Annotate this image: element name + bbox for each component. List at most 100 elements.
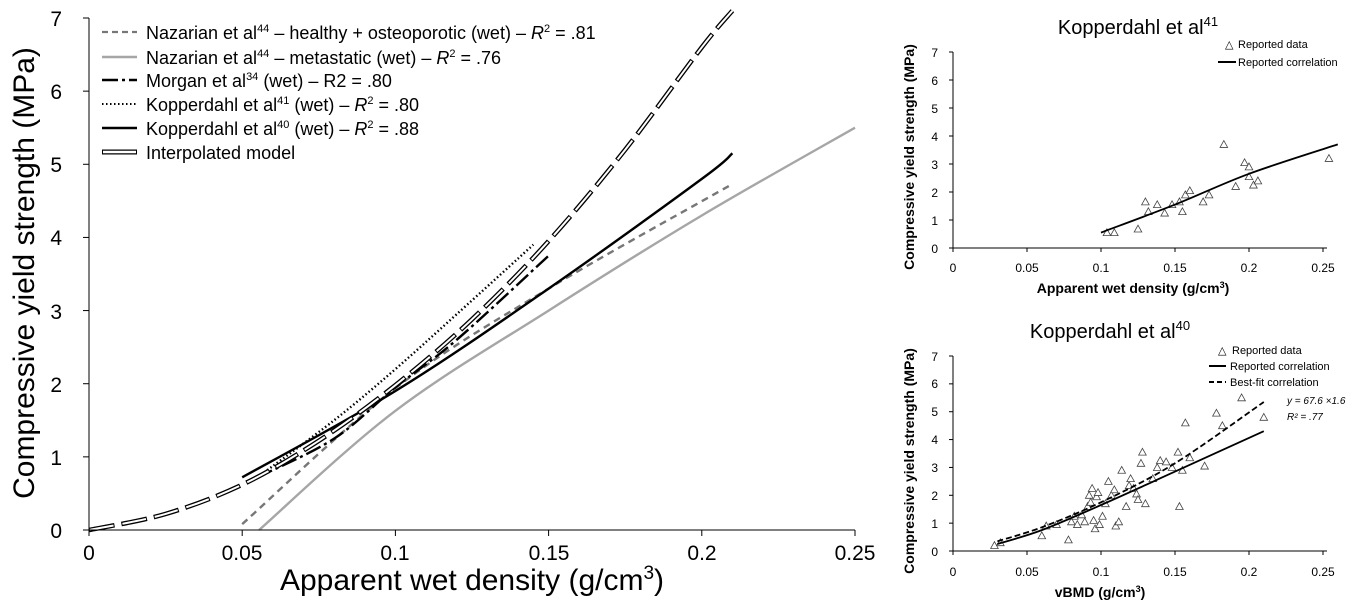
legend-label: Nazarian et al44 – healthy + osteoporoti… [146, 23, 596, 43]
chart-title: Kopperdahl et al40 [1030, 318, 1190, 343]
series-line-kopperdahl-41 [256, 243, 535, 479]
series-line-kopperdahl-40 [241, 152, 734, 479]
data-point [1133, 494, 1143, 503]
reported-correlation-line [1100, 143, 1339, 234]
tr-y-tick: 0 [931, 242, 938, 256]
legend-label: Morgan et al34 (wet) – R2 = .80 [146, 71, 392, 91]
legend-label: Reported data [1238, 39, 1309, 51]
main-y-tick: 5 [50, 154, 62, 177]
data-point [1037, 531, 1047, 540]
main-y-axis-label: Compressive yield strength (MPa) [8, 47, 41, 499]
main-x-tick: 0.15 [529, 542, 570, 565]
main-x-tick: 0 [83, 542, 95, 565]
legend-label: Reported correlation [1230, 361, 1330, 373]
series-line-nazarian-healthy [241, 182, 733, 525]
data-point [1086, 497, 1096, 506]
data-point [1109, 227, 1119, 237]
main-legend: Nazarian et al44 – healthy + osteoporoti… [102, 23, 596, 163]
data-point [1137, 447, 1147, 456]
data-point [1240, 157, 1250, 167]
br-legend: △ Reported data Reported correlation Bes… [1209, 345, 1346, 423]
data-point [1080, 517, 1090, 526]
br-y-tick: 5 [931, 405, 938, 419]
data-point [1160, 208, 1170, 217]
main-tick-marks [83, 17, 856, 536]
legend-triangle-marker: △ [1225, 39, 1234, 51]
data-point [1167, 462, 1177, 471]
data-point [1185, 185, 1195, 195]
br-plot-area [989, 393, 1269, 549]
tr-y-axis-label: Compressive yield strength (MPa) [901, 44, 917, 270]
data-point [1089, 515, 1099, 524]
data-point [1136, 458, 1146, 467]
data-point [1155, 455, 1165, 464]
data-point [1066, 517, 1076, 526]
tr-y-tick: 1 [931, 214, 938, 228]
chart-title: Kopperdahl et al41 [1058, 14, 1218, 39]
data-point [1174, 501, 1184, 510]
data-point [1090, 524, 1100, 533]
data-point [1121, 501, 1131, 510]
data-point [1152, 199, 1162, 209]
br-tick-marks [949, 355, 1324, 555]
br-x-tick: 0.2 [1241, 565, 1258, 579]
data-point [1200, 461, 1210, 470]
br-x-tick: 0.25 [1311, 565, 1335, 579]
data-point [1140, 197, 1150, 206]
main-plot-area [88, 9, 856, 533]
tr-x-tick: 0.15 [1163, 261, 1187, 275]
data-point [1114, 517, 1124, 526]
bestfit-r2: R² = .77 [1287, 412, 1323, 423]
br-y-tick: 2 [931, 489, 938, 503]
legend-label: Nazarian et al44 – metastatic (wet) – R2… [146, 48, 501, 68]
data-point [1244, 162, 1254, 171]
main-y-tick: 4 [50, 227, 62, 250]
data-point [1111, 521, 1121, 530]
kopperdahl-41-chart: Kopperdahl et al41 0 1 2 3 4 5 6 7 0 0.0… [901, 14, 1339, 296]
data-point [1087, 483, 1097, 492]
main-chart: 0 1 2 3 4 5 6 7 0 0.05 0.1 0.15 0.2 0.25… [8, 8, 875, 597]
br-y-tick: 1 [931, 517, 938, 531]
main-y-tick: 2 [50, 374, 62, 397]
data-point [1092, 492, 1102, 501]
tr-tick-marks [949, 51, 1324, 252]
data-point [1133, 224, 1143, 233]
series-line-nazarian-metastatic [258, 126, 856, 531]
data-point [1152, 462, 1162, 471]
data-point [1095, 519, 1104, 528]
legend-label: Kopperdahl et al41 (wet) – R2 = .80 [146, 95, 419, 115]
tr-y-tick: 2 [931, 186, 938, 200]
data-point [1180, 418, 1190, 427]
legend-label: Reported correlation [1238, 57, 1338, 69]
legend-label: Kopperdahl et al40 (wet) – R2 = .88 [146, 119, 419, 139]
br-y-axis-label: Compressive yield strength (MPa) [901, 348, 917, 574]
tr-y-tick: 7 [931, 46, 938, 60]
main-x-tick: 0.05 [222, 542, 263, 565]
tr-x-tick: 0.1 [1093, 261, 1110, 275]
main-x-tick: 0.25 [835, 542, 876, 565]
br-x-tick: 0.15 [1163, 565, 1187, 579]
data-point [1248, 180, 1258, 189]
data-point [1093, 487, 1103, 496]
data-point [1237, 393, 1247, 402]
data-point [1244, 171, 1254, 181]
legend-triangle-marker: △ [1218, 345, 1227, 357]
data-point [1102, 227, 1112, 237]
legend-label: Interpolated model [146, 143, 295, 163]
main-x-axis-label: Apparent wet density (g/cm3) [280, 563, 664, 597]
main-y-tick: 0 [50, 520, 62, 543]
data-point [1204, 190, 1214, 199]
data-point [989, 540, 999, 549]
br-x-tick: 0 [950, 565, 957, 579]
data-point [1180, 190, 1190, 199]
tr-y-tick: 6 [931, 74, 938, 88]
data-point [1219, 139, 1229, 148]
br-y-tick: 3 [931, 461, 938, 475]
tr-x-tick: 0 [950, 261, 957, 275]
br-y-tick: 0 [931, 545, 938, 559]
br-y-tick: 7 [931, 350, 938, 364]
legend-label: Best-fit correlation [1230, 377, 1319, 389]
data-point [1126, 473, 1136, 483]
data-point [1098, 511, 1107, 520]
